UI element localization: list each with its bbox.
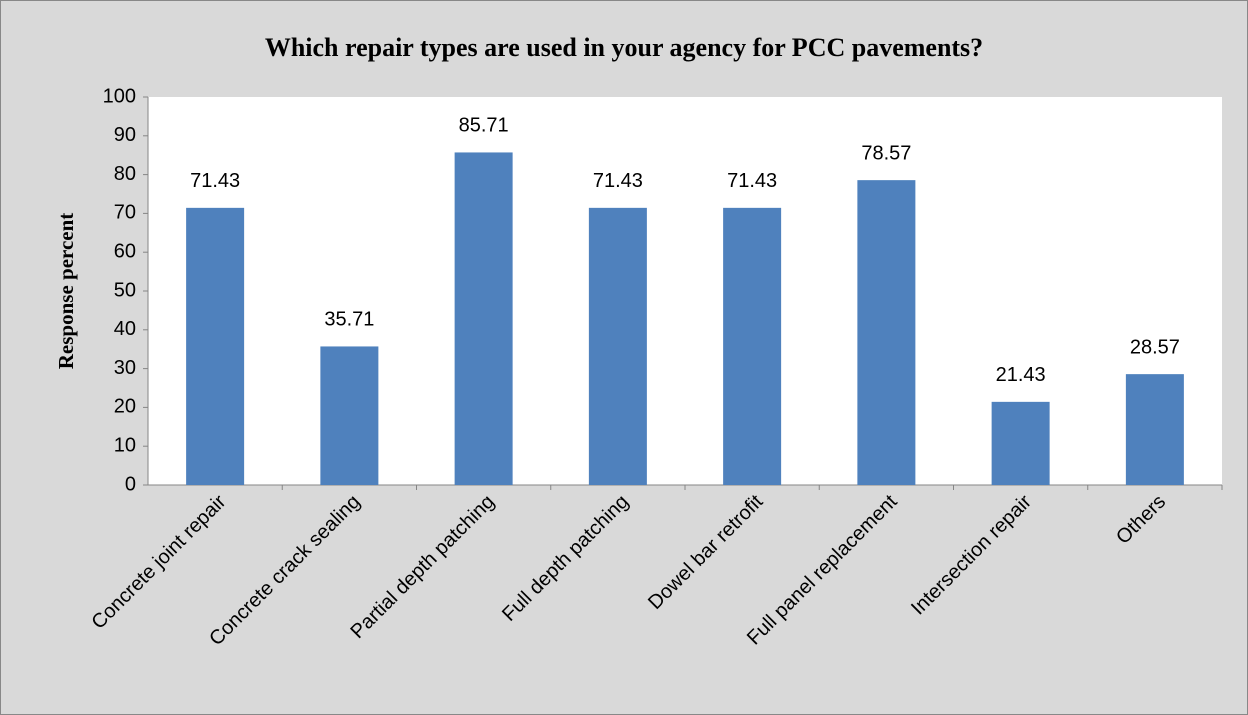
plot-area [148, 97, 1222, 485]
data-label: 85.71 [459, 115, 509, 137]
data-label: 35.71 [324, 309, 374, 331]
data-label: 78.57 [861, 142, 911, 164]
data-label: 21.43 [996, 364, 1046, 386]
y-tick-label: 50 [114, 279, 136, 301]
y-tick-label: 80 [114, 163, 136, 185]
bar [1125, 374, 1184, 485]
bar [991, 401, 1050, 485]
bar [186, 207, 245, 485]
bar [588, 207, 647, 485]
y-tick-label: 20 [114, 396, 136, 418]
chart-title: Which repair types are used in your agen… [265, 33, 983, 62]
y-tick-label: 0 [125, 473, 136, 495]
data-label: 71.43 [190, 170, 240, 192]
y-tick-label: 30 [114, 357, 136, 379]
data-label: 71.43 [593, 170, 643, 192]
y-tick-label: 70 [114, 202, 136, 224]
y-tick-label: 60 [114, 240, 136, 262]
y-tick-label: 90 [114, 124, 136, 146]
bar [857, 180, 916, 485]
y-axis-label: Response percent [54, 213, 78, 370]
y-tick-label: 10 [114, 434, 136, 456]
y-tick-label: 100 [103, 85, 136, 107]
y-tick-label: 40 [114, 318, 136, 340]
data-label: 28.57 [1130, 336, 1180, 358]
data-label: 71.43 [727, 170, 777, 192]
bar [454, 152, 513, 486]
bar [320, 346, 379, 485]
bar [723, 207, 782, 485]
